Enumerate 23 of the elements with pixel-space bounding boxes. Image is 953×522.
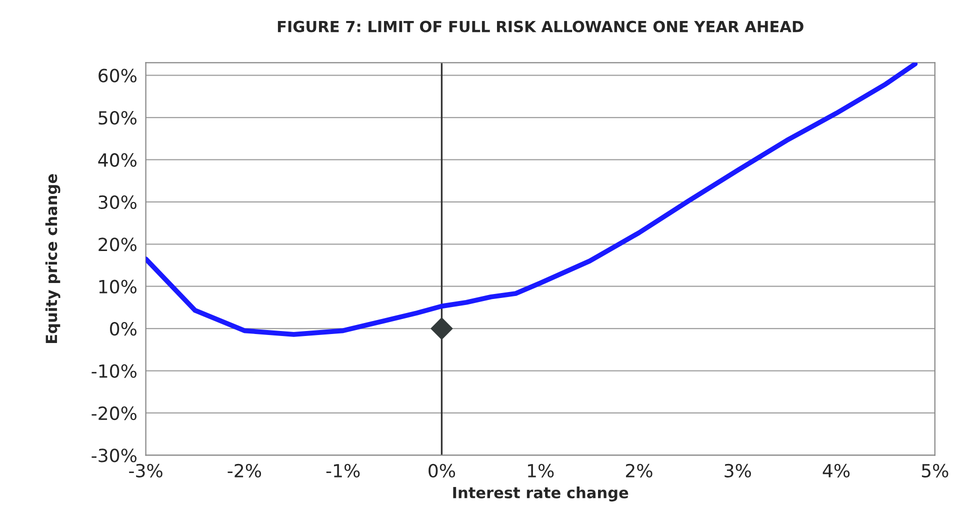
- x-tick-label: 3%: [724, 464, 751, 478]
- chart-title: FIGURE 7: LIMIT OF FULL RISK ALLOWANCE ONE YEAR AHEAD: [278, 20, 804, 32]
- x-tick-label: 2%: [626, 464, 652, 478]
- y-tick-label: -10%: [92, 364, 136, 378]
- y-tick-label: 60%: [98, 68, 136, 82]
- y-tick-label: -30%: [92, 448, 136, 462]
- y-tick-label: 20%: [98, 238, 136, 252]
- x-tick-label: -2%: [228, 464, 262, 478]
- line-series: [146, 62, 918, 337]
- y-tick-label: 0%: [110, 322, 136, 336]
- x-tick-label: -3%: [129, 464, 162, 478]
- x-tick-label: 1%: [528, 464, 554, 478]
- y-tick-label: 10%: [99, 280, 136, 294]
- y-tick-label: 50%: [98, 110, 136, 125]
- y-tick-label: 40%: [98, 153, 136, 167]
- x-tick-label: 5%: [922, 464, 948, 478]
- x-tick-label: 0%: [428, 464, 456, 478]
- x-tick-label: 4%: [822, 464, 850, 478]
- y-tick-label: -20%: [92, 406, 136, 420]
- y-tick-label: 30%: [98, 195, 136, 210]
- x-tick-label: -1%: [326, 464, 360, 478]
- x-axis-title: Interest rate change: [453, 486, 628, 502]
- y-axis-title: Equity price change: [45, 174, 60, 343]
